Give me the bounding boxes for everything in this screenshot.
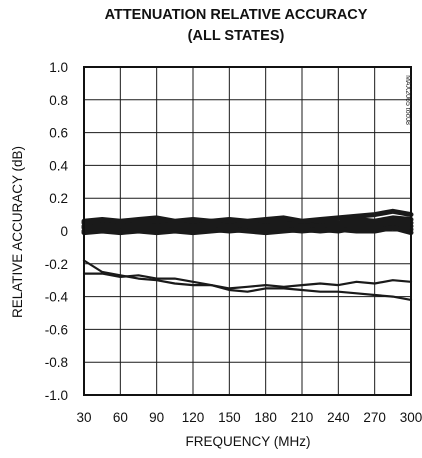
y-tick-label: -0.2 — [45, 257, 68, 272]
series-line-5 — [81, 208, 414, 224]
y-tick-label: 0.8 — [49, 93, 68, 108]
x-axis-label: FREQUENCY (MHz) — [185, 434, 310, 449]
x-tick-label: 210 — [291, 410, 314, 425]
y-tick-label: 0.6 — [49, 126, 68, 141]
plot-frame — [83, 66, 412, 396]
x-tick-label: 30 — [76, 410, 91, 425]
y-tick-label: -0.4 — [45, 290, 69, 305]
x-tick-label: 240 — [327, 410, 350, 425]
y-tick-label: 1.0 — [49, 60, 68, 75]
y-tick-labels: 1.0 0.8 0.6 0.4 0.2 0 -0.2 -0.4 -0.6 -0.8 -1.0 — [45, 60, 69, 403]
series-line-8 — [82, 272, 413, 301]
y-tick-label: 0.2 — [49, 191, 68, 206]
chart-title-line1: ATTENUATION RELATIVE ACCURACY — [105, 7, 368, 23]
x-tick-label: 150 — [218, 410, 241, 425]
x-tick-label: 60 — [113, 410, 128, 425]
y-tick-label: 0 — [60, 224, 68, 239]
x-tick-label: 300 — [400, 410, 422, 425]
series-line-7 — [82, 259, 413, 290]
x-tick-label: 120 — [182, 410, 205, 425]
series-group — [81, 208, 414, 301]
series-line-6 — [81, 225, 414, 236]
y-axis-label: RELATIVE ACCURACY (dB) — [10, 146, 25, 318]
y-tick-label: -1.0 — [45, 388, 68, 403]
x-tick-label: 90 — [149, 410, 164, 425]
x-tick-labels: 30 60 90 120 150 180 210 240 270 300 — [76, 410, 422, 425]
y-tick-label: 0.4 — [49, 158, 68, 173]
y-tick-label: -0.8 — [45, 355, 68, 370]
y-tick-label: -0.6 — [45, 322, 68, 337]
x-tick-label: 270 — [363, 410, 386, 425]
figure-id-label: MAX2065 toc08 — [404, 75, 411, 125]
x-tick-label: 180 — [254, 410, 277, 425]
chart-title-line2: (ALL STATES) — [188, 28, 285, 44]
